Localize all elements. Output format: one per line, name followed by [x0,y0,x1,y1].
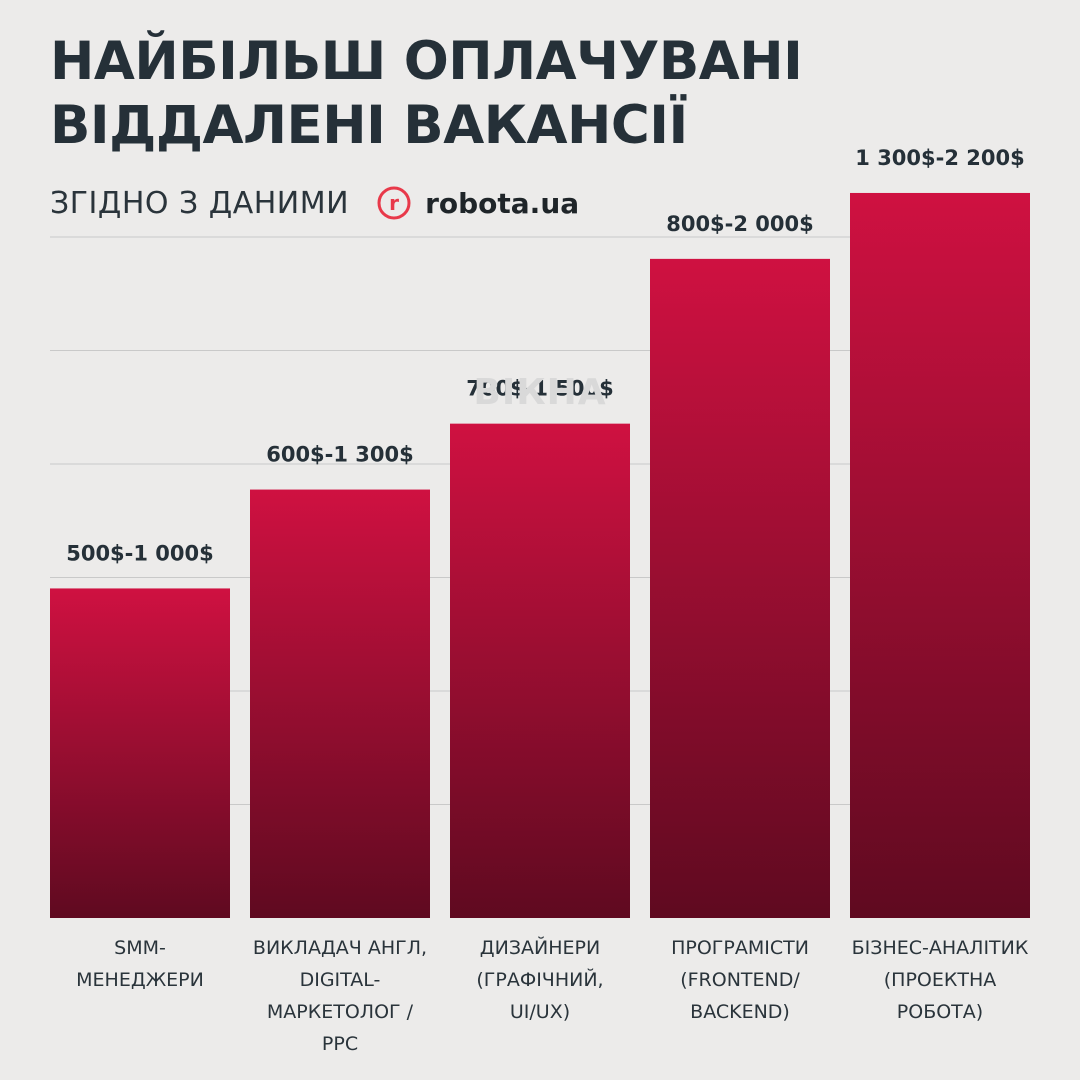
title-line-2: ВІДДАЛЕНІ ВАКАНСІЇ [50,95,688,156]
page-title: НАЙБІЛЬШ ОПЛАЧУВАНІ ВІДДАЛЕНІ ВАКАНСІЇ [50,30,803,158]
value-labels: 500$-1 000$ 600$-1 300$ 700$-1 500$ 800$-2 … [66,146,1025,565]
bar [250,489,430,918]
robota-logo-letter: r [389,191,399,215]
value-label: 700$-1 500$ [466,377,614,401]
value-label: 500$-1 000$ [66,541,214,565]
value-label: 1 300$-2 200$ [855,146,1024,170]
value-label: 600$-1 300$ [266,443,414,467]
bars [50,192,1030,918]
bar [50,588,230,918]
watermark: ВІКНА [473,372,607,413]
value-label: 800$-2 000$ [666,212,814,236]
bar [850,192,1030,918]
subtitle: ЗГІДНО З ДАНИМИ [50,185,350,221]
robota-logo-icon: r [377,186,411,220]
title-line-1: НАЙБІЛЬШ ОПЛАЧУВАНІ [50,31,803,92]
subtitle-row: ЗГІДНО З ДАНИМИ r robota.ua [50,180,579,226]
bar [450,423,630,918]
bar [650,258,830,918]
robota-logo-text: robota.ua [425,186,580,220]
